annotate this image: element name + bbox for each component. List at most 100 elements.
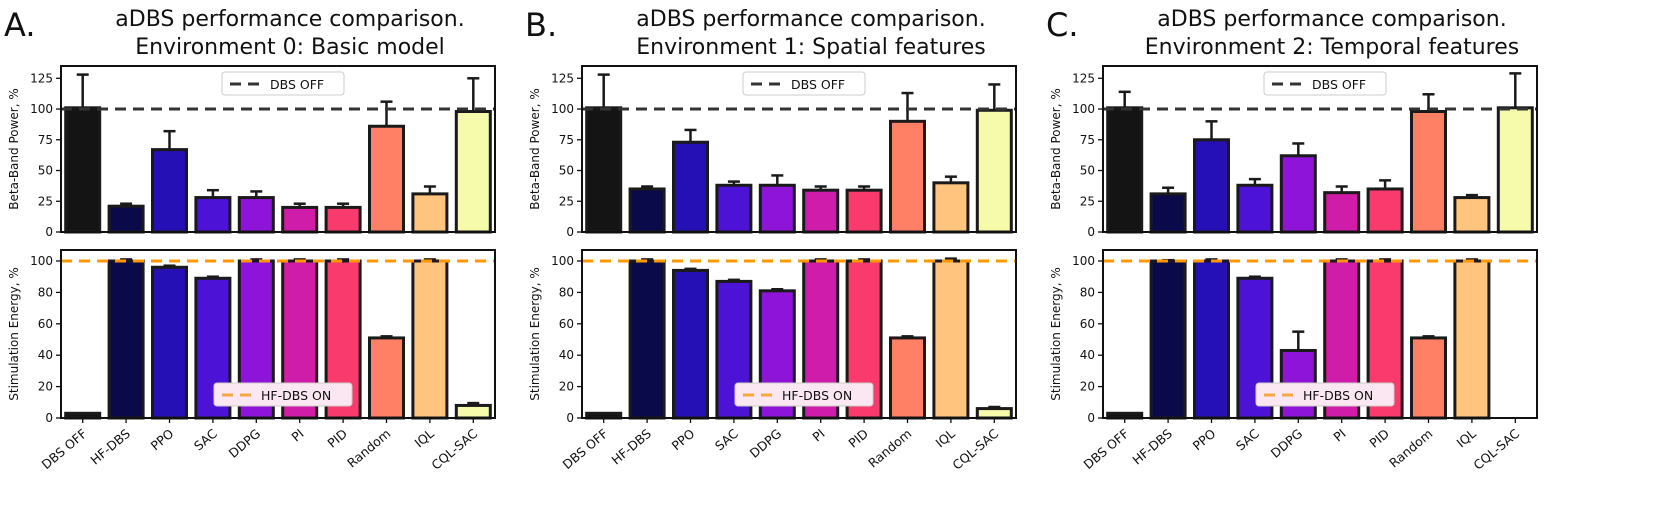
y-tick-label: 25 <box>1080 194 1095 208</box>
x-tick-label: CQL-SAC <box>949 426 1001 473</box>
y-tick-label: 80 <box>1080 285 1095 299</box>
bar-HF-DBS <box>1149 192 1187 234</box>
legend-box <box>1263 71 1387 96</box>
top-axes: 0 25 50 75 100 125 Beta-Band Power, % DBS OFF <box>528 65 1017 239</box>
x-tick-label: HF-DBS <box>87 426 133 468</box>
y-tick-label: 100 <box>551 254 574 268</box>
panel-3: C. aDBS performance comparison. Environmen… <box>1046 6 1538 473</box>
x-tick-label: CQL-SAC <box>1470 426 1522 473</box>
legend: DBS OFF <box>1263 71 1387 96</box>
y-axis-label: Beta-Band Power, % <box>528 88 542 210</box>
y-tick-label: 125 <box>551 71 574 85</box>
y-axis-label: Stimulation Energy, % <box>528 267 542 400</box>
bottom-axes: 0 20 40 60 80 100 Stimulation Energy, % HF-DBS … <box>528 249 1017 425</box>
x-tick-label: PI <box>1330 426 1348 445</box>
bar-CQL-SAC <box>454 109 492 234</box>
panel-letter: B. <box>525 6 557 44</box>
panel-title-line-1: aDBS performance comparison. <box>636 7 985 32</box>
axes-frame <box>581 65 1017 233</box>
bar-DBS OFF <box>64 106 102 234</box>
axes-frame <box>581 249 1017 419</box>
bar-PI <box>281 205 319 234</box>
y-tick-label: 50 <box>38 164 53 178</box>
bar-CQL-SAC <box>454 403 492 420</box>
x-tick-label: HF-DBS <box>1129 426 1175 468</box>
legend-box <box>221 71 345 96</box>
axes-frame <box>60 65 496 233</box>
x-tick-label: SAC <box>191 426 220 454</box>
bar-IQL <box>932 181 970 234</box>
x-tick-label: DDPG <box>747 426 785 461</box>
bar-PID <box>1366 187 1404 234</box>
bar-PPO <box>672 268 709 420</box>
top-axes: 0 25 50 75 100 125 Beta-Band Power, % DBS OFF <box>7 65 496 239</box>
x-tick-label: DDPG <box>226 426 264 461</box>
x-tick-label: HF-DBS <box>608 426 654 468</box>
legend: HF-DBS ON <box>213 382 353 407</box>
y-axis-label: Beta-Band Power, % <box>7 88 21 210</box>
x-tick-label: IQL <box>411 426 436 451</box>
bar-HF-DBS <box>628 259 666 420</box>
y-tick-label: 40 <box>38 348 53 362</box>
bar-HF-DBS <box>628 187 666 234</box>
bar-DDPG <box>758 183 796 234</box>
panel-letter: C. <box>1046 6 1079 44</box>
bar-HF-DBS <box>1149 259 1187 420</box>
x-tick-label: PPO <box>148 426 177 454</box>
x-tick-label: DDPG <box>1268 426 1306 461</box>
y-tick-label: 25 <box>559 194 574 208</box>
bottom-axes: 0 20 40 60 80 100 Stimulation Energy, % HF-DBS … <box>7 249 496 425</box>
x-tick-label: PID <box>1366 426 1392 451</box>
bar-PPO <box>1193 259 1230 420</box>
y-tick-label: 40 <box>1080 348 1095 362</box>
x-tick-label: Random <box>1386 426 1435 471</box>
x-tick-label: PID <box>324 426 350 451</box>
legend: DBS OFF <box>742 71 866 96</box>
x-tick-label: PPO <box>669 426 698 454</box>
x-tick-label: DBS OFF <box>1081 426 1132 472</box>
bar-SAC <box>715 183 753 234</box>
bar-PI <box>1323 191 1361 234</box>
y-tick-label: 20 <box>38 380 53 394</box>
y-tick-label: 125 <box>30 71 53 85</box>
bar-Random <box>368 336 405 420</box>
y-tick-label: 80 <box>559 285 574 299</box>
bar-PPO <box>672 140 709 234</box>
y-tick-label: 20 <box>1080 380 1095 394</box>
top-axes: 0 25 50 75 100 125 Beta-Band Power, % DBS OFF <box>1049 65 1538 239</box>
panel-2: B. aDBS performance comparison. Environmen… <box>525 6 1017 473</box>
panel-title-line-1: aDBS performance comparison. <box>1157 7 1506 32</box>
y-tick-label: 20 <box>559 380 574 394</box>
legend: HF-DBS ON <box>1255 382 1395 407</box>
bar-PID <box>324 205 362 234</box>
x-tick-label: CQL-SAC <box>428 426 480 473</box>
panel-title-line-2: Environment 2: Temporal features <box>1145 35 1519 60</box>
legend-label: DBS OFF <box>791 77 845 92</box>
x-tick-label: PPO <box>1190 426 1219 454</box>
y-tick-label: 80 <box>38 285 53 299</box>
y-axis-label: Stimulation Energy, % <box>1049 267 1063 400</box>
axes-frame <box>1102 249 1538 419</box>
bar-PPO <box>151 265 188 420</box>
y-tick-label: 0 <box>45 225 53 239</box>
y-tick-label: 60 <box>38 317 53 331</box>
bar-CQL-SAC <box>975 108 1013 234</box>
panel-title-line-2: Environment 0: Basic model <box>135 35 445 60</box>
bar-Random <box>889 336 926 420</box>
bar-Random <box>889 119 926 234</box>
y-tick-label: 75 <box>559 133 574 147</box>
axes-frame <box>60 249 496 419</box>
panel-title-line-2: Environment 1: Spatial features <box>636 35 986 60</box>
y-tick-label: 0 <box>566 411 574 425</box>
bar-IQL <box>1453 196 1491 234</box>
legend-label: HF-DBS ON <box>1303 388 1373 403</box>
bottom-axes: 0 20 40 60 80 100 Stimulation Energy, % HF-DBS … <box>1049 249 1538 425</box>
y-tick-label: 0 <box>45 411 53 425</box>
y-tick-label: 60 <box>1080 317 1095 331</box>
x-tick-label: DBS OFF <box>39 426 90 472</box>
bar-PPO <box>151 148 188 234</box>
y-tick-label: 0 <box>1087 411 1095 425</box>
y-tick-label: 75 <box>38 133 53 147</box>
bar-IQL <box>932 259 970 420</box>
x-tick-label: Random <box>865 426 914 471</box>
